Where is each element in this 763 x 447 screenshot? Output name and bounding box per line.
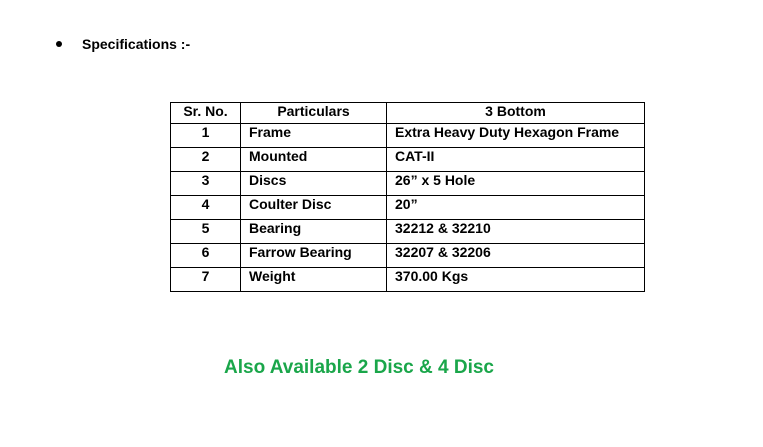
bullet-icon — [56, 41, 62, 47]
particulars-cell: Bearing — [240, 219, 387, 244]
header-sr-no: Sr. No. — [170, 102, 241, 124]
header-3-bottom: 3 Bottom — [386, 102, 645, 124]
table-row: 5 Bearing 32212 & 32210 — [170, 219, 645, 244]
header-particulars: Particulars — [240, 102, 387, 124]
value-cell: CAT-II — [386, 147, 645, 172]
value-cell: 26” x 5 Hole — [386, 171, 645, 196]
table-row: 7 Weight 370.00 Kgs — [170, 267, 645, 292]
particulars-cell: Frame — [240, 123, 387, 148]
sr-no-cell: 3 — [170, 171, 241, 196]
particulars-cell: Discs — [240, 171, 387, 196]
availability-note: Also Available 2 Disc & 4 Disc — [224, 357, 494, 378]
sr-no-cell: 5 — [170, 219, 241, 244]
table-header-row: Sr. No. Particulars 3 Bottom — [170, 102, 645, 124]
value-cell: 32207 & 32206 — [386, 243, 645, 268]
table-row: 2 Mounted CAT-II — [170, 147, 645, 172]
specifications-table: Sr. No. Particulars 3 Bottom 1 Frame Extra… — [170, 102, 645, 292]
particulars-cell: Mounted — [240, 147, 387, 172]
table-row: 1 Frame Extra Heavy Duty Hexagon Frame — [170, 123, 645, 148]
sr-no-cell: 2 — [170, 147, 241, 172]
heading-text: Specifications :- — [82, 36, 191, 52]
particulars-cell: Coulter Disc — [240, 195, 387, 220]
value-cell: Extra Heavy Duty Hexagon Frame — [386, 123, 645, 148]
particulars-cell: Weight — [240, 267, 387, 292]
sr-no-cell: 6 — [170, 243, 241, 268]
sr-no-cell: 4 — [170, 195, 241, 220]
value-cell: 20” — [386, 195, 645, 220]
table-row: 4 Coulter Disc 20” — [170, 195, 645, 220]
specifications-heading: Specifications :- — [56, 36, 190, 52]
value-cell: 32212 & 32210 — [386, 219, 645, 244]
sr-no-cell: 1 — [170, 123, 241, 148]
particulars-cell: Farrow Bearing — [240, 243, 387, 268]
sr-no-cell: 7 — [170, 267, 241, 292]
table-row: 3 Discs 26” x 5 Hole — [170, 171, 645, 196]
table-row: 6 Farrow Bearing 32207 & 32206 — [170, 243, 645, 268]
value-cell: 370.00 Kgs — [386, 267, 645, 292]
